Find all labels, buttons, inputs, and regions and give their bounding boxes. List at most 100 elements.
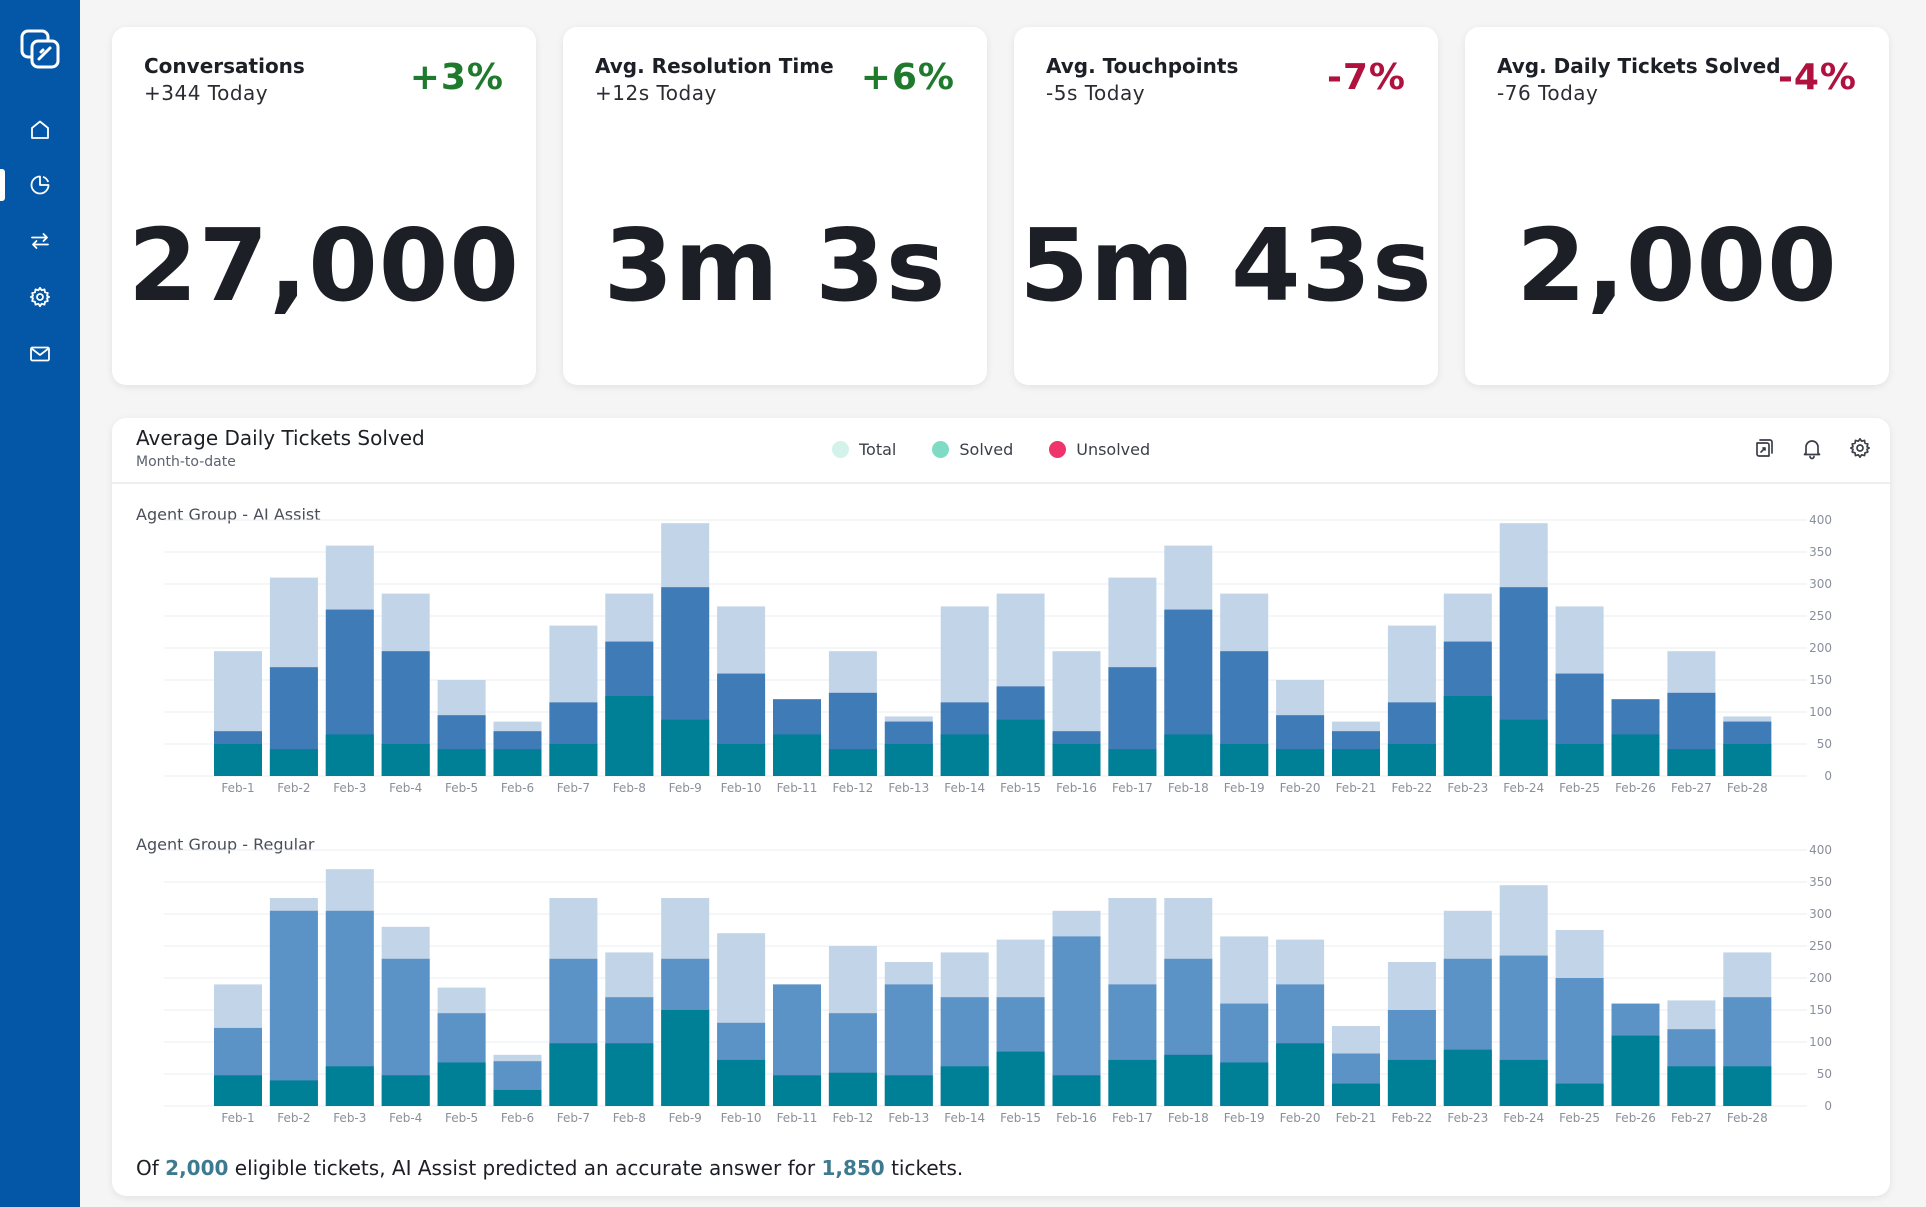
bar-unsolved bbox=[549, 744, 598, 776]
kpi-card-touchpoints[interactable]: Avg. Touchpoints -5s Today -7% 5m 43s bbox=[1014, 27, 1438, 385]
bar-unsolved bbox=[1164, 1054, 1213, 1106]
bar-unsolved bbox=[1611, 1035, 1660, 1106]
bar-unsolved bbox=[884, 744, 933, 776]
x-tick-label: Feb-6 bbox=[501, 781, 534, 795]
x-tick-label: Feb-27 bbox=[1671, 1111, 1712, 1125]
bar-unsolved bbox=[661, 1010, 710, 1106]
kpi-title: Avg. Resolution Time bbox=[595, 54, 834, 78]
x-tick-label: Feb-9 bbox=[669, 1111, 702, 1125]
x-tick-label: Feb-25 bbox=[1559, 781, 1600, 795]
x-tick-label: Feb-21 bbox=[1336, 1111, 1377, 1125]
pie-chart-icon bbox=[30, 175, 50, 195]
nav-home[interactable] bbox=[0, 108, 80, 152]
x-tick-label: Feb-1 bbox=[221, 1111, 254, 1125]
legend-item-unsolved[interactable]: Unsolved bbox=[1049, 440, 1150, 459]
x-tick-label: Feb-19 bbox=[1224, 781, 1265, 795]
y-tick-label: 200 bbox=[1809, 641, 1832, 655]
bell-icon[interactable] bbox=[1800, 436, 1824, 460]
x-tick-label: Feb-24 bbox=[1503, 1111, 1544, 1125]
y-tick-label: 250 bbox=[1809, 609, 1832, 623]
panel-subtitle: Month-to-date bbox=[136, 454, 236, 470]
summary-eligible-count: 2,000 bbox=[165, 1156, 229, 1180]
y-tick-label: 150 bbox=[1809, 1003, 1832, 1017]
app-logo-icon[interactable] bbox=[19, 28, 61, 70]
bar-unsolved bbox=[661, 719, 710, 776]
x-tick-label: Feb-20 bbox=[1280, 1111, 1321, 1125]
bar-unsolved bbox=[1276, 749, 1325, 776]
bar-unsolved bbox=[1387, 1059, 1436, 1106]
x-tick-label: Feb-28 bbox=[1727, 781, 1768, 795]
bar-unsolved bbox=[1611, 734, 1660, 776]
x-tick-label: Feb-20 bbox=[1280, 781, 1321, 795]
legend-item-total[interactable]: Total bbox=[832, 440, 896, 459]
kpi-delta: +3% bbox=[409, 57, 504, 98]
x-tick-label: Feb-23 bbox=[1447, 781, 1488, 795]
x-tick-label: Feb-11 bbox=[777, 1111, 818, 1125]
x-tick-label: Feb-9 bbox=[669, 781, 702, 795]
nav-analytics[interactable] bbox=[0, 163, 80, 207]
x-tick-label: Feb-5 bbox=[445, 781, 478, 795]
x-tick-label: Feb-2 bbox=[277, 781, 310, 795]
transfer-arrows-icon bbox=[31, 233, 49, 249]
x-tick-label: Feb-19 bbox=[1224, 1111, 1265, 1125]
x-tick-label: Feb-8 bbox=[613, 781, 646, 795]
x-tick-label: Feb-16 bbox=[1056, 1111, 1097, 1125]
bar-unsolved bbox=[214, 744, 262, 776]
legend-item-solved[interactable]: Solved bbox=[932, 440, 1013, 459]
nav-messages[interactable] bbox=[0, 332, 80, 376]
bar-unsolved bbox=[549, 1043, 598, 1106]
y-tick-label: 400 bbox=[1809, 513, 1832, 527]
bar-unsolved bbox=[717, 744, 766, 776]
bar-unsolved bbox=[1443, 1049, 1492, 1106]
y-tick-label: 50 bbox=[1817, 737, 1832, 751]
x-tick-label: Feb-13 bbox=[888, 781, 929, 795]
bar-unsolved bbox=[1499, 1059, 1548, 1106]
y-tick-label: 350 bbox=[1809, 875, 1832, 889]
x-tick-label: Feb-4 bbox=[389, 1111, 422, 1125]
bar-unsolved bbox=[940, 734, 989, 776]
x-tick-label: Feb-7 bbox=[557, 1111, 590, 1125]
kpi-card-daily-tickets[interactable]: Avg. Daily Tickets Solved -76 Today -4% … bbox=[1465, 27, 1889, 385]
x-tick-label: Feb-15 bbox=[1000, 1111, 1041, 1125]
bar-unsolved bbox=[884, 1075, 933, 1106]
x-tick-label: Feb-21 bbox=[1336, 781, 1377, 795]
bar-unsolved bbox=[828, 1072, 877, 1106]
gear-icon bbox=[29, 286, 51, 308]
summary-suffix: tickets. bbox=[891, 1156, 964, 1180]
export-icon[interactable] bbox=[1752, 436, 1776, 460]
bar-unsolved bbox=[214, 1075, 262, 1106]
panel-toolbar bbox=[1752, 436, 1872, 460]
x-tick-label: Feb-8 bbox=[613, 1111, 646, 1125]
bar-unsolved bbox=[1220, 1062, 1269, 1106]
y-tick-label: 150 bbox=[1809, 673, 1832, 687]
sidebar bbox=[0, 0, 80, 1207]
chart-group-title: Agent Group - AI Assist bbox=[136, 505, 321, 524]
active-nav-marker bbox=[0, 169, 5, 201]
x-tick-label: Feb-3 bbox=[333, 1111, 366, 1125]
bar-unsolved bbox=[269, 749, 318, 776]
y-tick-label: 300 bbox=[1809, 577, 1832, 591]
bar-unsolved bbox=[828, 749, 877, 776]
x-tick-label: Feb-12 bbox=[832, 781, 873, 795]
bar-unsolved bbox=[1108, 749, 1157, 776]
kpi-today: -76 Today bbox=[1497, 81, 1599, 105]
x-tick-label: Feb-11 bbox=[777, 781, 818, 795]
bar-unsolved bbox=[437, 749, 486, 776]
bar-unsolved bbox=[1723, 1066, 1772, 1106]
kpi-delta: +6% bbox=[860, 57, 955, 98]
bar-unsolved bbox=[1164, 734, 1213, 776]
kpi-card-conversations[interactable]: Conversations +344 Today +3% 27,000 bbox=[112, 27, 536, 385]
kpi-card-resolution-time[interactable]: Avg. Resolution Time +12s Today +6% 3m 3… bbox=[563, 27, 987, 385]
mail-icon bbox=[30, 346, 50, 362]
nav-settings[interactable] bbox=[0, 275, 80, 319]
x-tick-label: Feb-3 bbox=[333, 781, 366, 795]
bar-unsolved bbox=[1555, 1083, 1604, 1106]
x-tick-label: Feb-27 bbox=[1671, 781, 1712, 795]
summary-accurate-count: 1,850 bbox=[821, 1156, 885, 1180]
bar-unsolved bbox=[605, 696, 654, 776]
accuracy-summary: Of 2,000 eligible tickets, AI Assist pre… bbox=[136, 1156, 963, 1180]
bar-unsolved bbox=[1723, 744, 1772, 776]
chart-legend: Total Solved Unsolved bbox=[832, 440, 1150, 459]
gear-icon[interactable] bbox=[1848, 436, 1872, 460]
nav-transfers[interactable] bbox=[0, 219, 80, 263]
